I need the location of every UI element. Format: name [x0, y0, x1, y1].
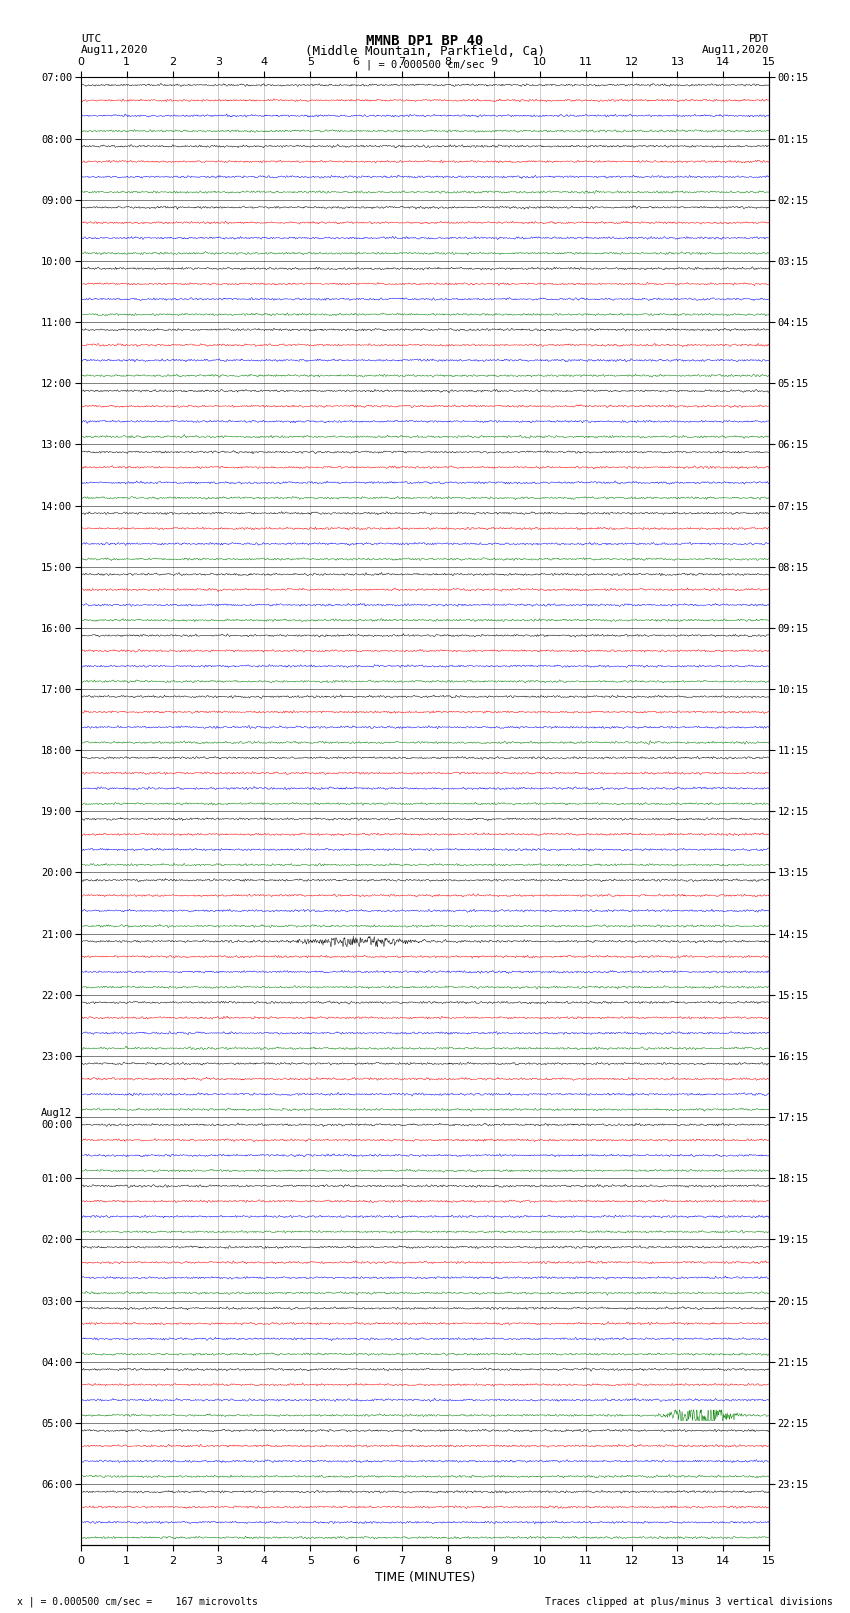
Text: | = 0.000500 cm/sec: | = 0.000500 cm/sec: [366, 60, 484, 71]
Text: (Middle Mountain, Parkfield, Ca): (Middle Mountain, Parkfield, Ca): [305, 45, 545, 58]
Text: MMNB DP1 BP 40: MMNB DP1 BP 40: [366, 34, 484, 48]
Text: Traces clipped at plus/minus 3 vertical divisions: Traces clipped at plus/minus 3 vertical …: [545, 1597, 833, 1607]
Text: x | = 0.000500 cm/sec =    167 microvolts: x | = 0.000500 cm/sec = 167 microvolts: [17, 1595, 258, 1607]
X-axis label: TIME (MINUTES): TIME (MINUTES): [375, 1571, 475, 1584]
Text: Aug11,2020: Aug11,2020: [81, 45, 148, 55]
Text: Aug11,2020: Aug11,2020: [702, 45, 769, 55]
Text: UTC: UTC: [81, 34, 101, 44]
Text: PDT: PDT: [749, 34, 769, 44]
